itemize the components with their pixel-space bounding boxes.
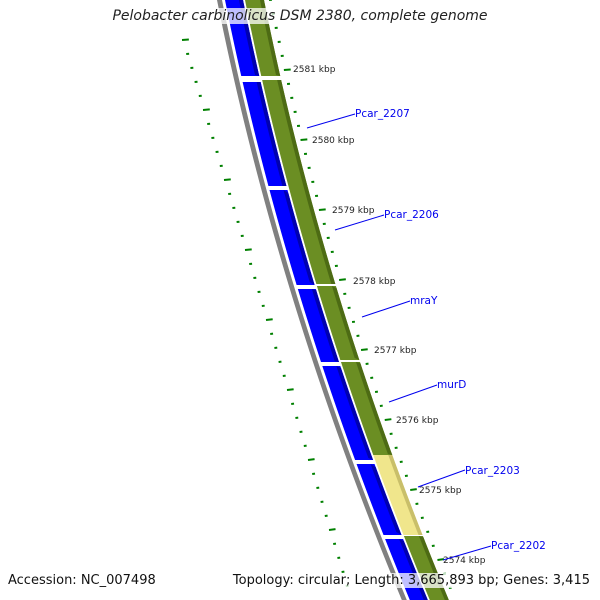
tick-label: 2578 kbp (353, 277, 396, 287)
tick-label: 2575 kbp (419, 486, 462, 496)
gene-label-leader (306, 113, 356, 129)
gene-label[interactable]: Pcar_2203 (465, 465, 520, 477)
cds-feature-shade (283, 190, 315, 285)
gene-label-leader (417, 469, 466, 488)
inner-tick-mark (181, 38, 189, 41)
gene-feature-shade (277, 80, 336, 284)
inner-tick-mark (307, 458, 315, 461)
outer-tick-mark (318, 208, 326, 211)
outer-tick-mark (437, 558, 445, 561)
gene-feature-shade (331, 286, 360, 360)
outer-tick-mark (283, 68, 291, 71)
outer-tick-mark (339, 278, 346, 281)
tick-label: 2581 kbp (293, 65, 336, 75)
highlighted-feature-shade (388, 455, 423, 535)
outer-tick-mark (410, 488, 417, 491)
cds-feature[interactable] (269, 190, 315, 285)
gene-feature-shade (355, 362, 393, 455)
outer-tick-mark (384, 418, 392, 421)
gene-label[interactable]: Pcar_2207 (355, 108, 410, 120)
cds-feature-shade (370, 464, 402, 535)
gene-label[interactable]: Pcar_2202 (491, 540, 546, 552)
cds-feature[interactable] (356, 464, 402, 535)
cds-feature-shade (311, 289, 339, 362)
accession-label: Accession: NC_007498 (8, 573, 156, 588)
cds-feature-shade (256, 82, 287, 186)
map-title: Pelobacter carbinolicus DSM 2380, comple… (0, 8, 600, 24)
cds-feature[interactable] (322, 366, 374, 460)
inner-tick-mark (202, 108, 210, 111)
cds-feature[interactable] (242, 82, 287, 186)
gene-label-leader (388, 384, 438, 403)
genome-stats-label: Topology: circular; Length: 3,665,893 bp… (232, 573, 590, 588)
highlighted-feature[interactable] (373, 455, 423, 535)
inner-tick-mark (328, 528, 336, 531)
tick-label: 2576 kbp (396, 416, 439, 426)
cds-feature[interactable] (297, 289, 339, 362)
gene-feature[interactable] (316, 286, 360, 360)
gene-label[interactable]: mraY (410, 295, 438, 307)
outer-tick-mark (360, 348, 368, 351)
gene-label[interactable]: murD (437, 379, 466, 391)
gene-feature[interactable] (340, 362, 393, 455)
tick-label: 2574 kbp (443, 556, 486, 566)
outer-tick-mark (300, 138, 308, 141)
gene-label[interactable]: Pcar_2206 (384, 209, 439, 221)
gene-label-leader (361, 300, 411, 318)
inner-tick-mark (223, 178, 231, 181)
tick-label: 2580 kbp (312, 136, 355, 146)
gene-label-leader (442, 545, 492, 561)
tick-label: 2577 kbp (374, 346, 417, 356)
inner-tick-mark (286, 388, 294, 391)
cds-feature-shade (336, 366, 374, 460)
tick-label: 2579 kbp (332, 206, 375, 216)
gene-label-leader (334, 214, 385, 231)
inner-tick-mark (265, 318, 273, 321)
inner-tick-mark (244, 248, 252, 251)
map-title-text: Pelobacter carbinolicus DSM 2380, comple… (110, 8, 490, 24)
